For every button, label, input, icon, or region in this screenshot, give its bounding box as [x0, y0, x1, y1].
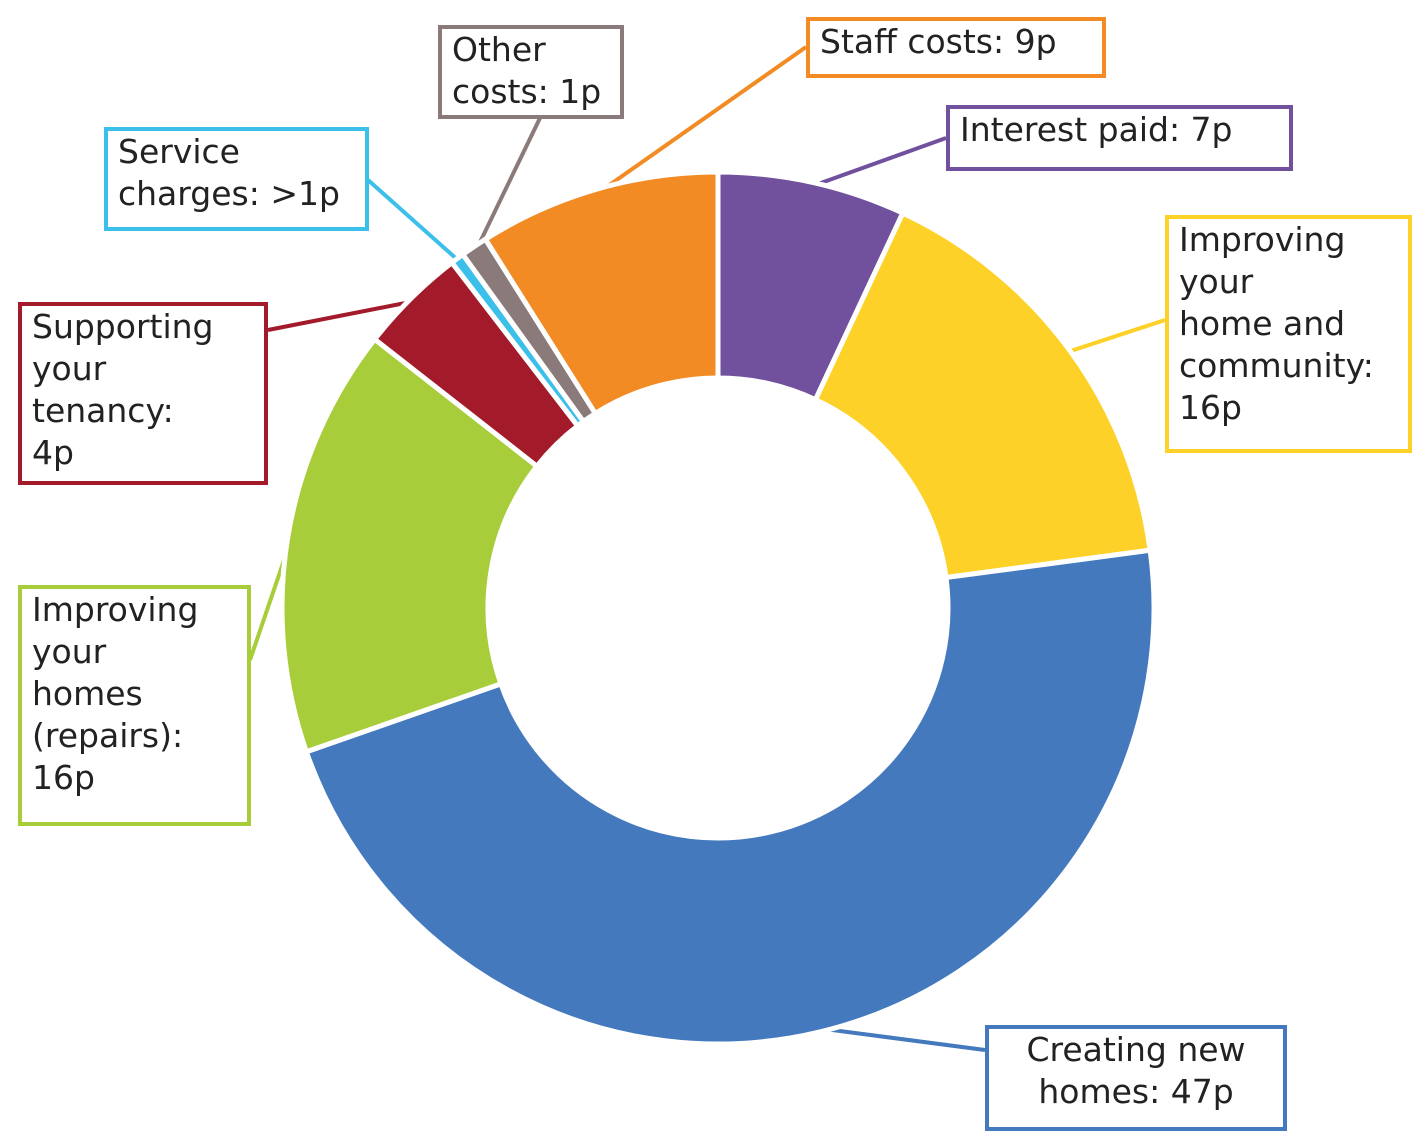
- slice-label: Improving your homes (repairs): 16p: [18, 585, 251, 826]
- slice-label: Creating new homes: 47p: [985, 1025, 1287, 1131]
- slice-label: Other costs: 1p: [438, 25, 624, 119]
- slice-label: Supporting your tenancy: 4p: [18, 302, 268, 485]
- leader-line: [811, 136, 947, 189]
- slice-label: Improving your home and community: 16p: [1165, 215, 1412, 453]
- leader-line: [267, 299, 415, 332]
- donut-slice: [812, 209, 1153, 581]
- leader-line: [474, 117, 542, 251]
- leader-line: [1065, 318, 1166, 355]
- slice-label: Staff costs: 9p: [806, 17, 1106, 78]
- leader-line: [818, 1026, 986, 1052]
- slice-label: Interest paid: 7p: [946, 105, 1293, 171]
- donut-slice: [303, 547, 1157, 1047]
- donut-slice: [279, 335, 541, 755]
- leader-line: [596, 45, 808, 195]
- donut-slice: [481, 169, 721, 417]
- leader-line: [366, 178, 462, 264]
- slice-label: Service charges: >1p: [104, 127, 369, 231]
